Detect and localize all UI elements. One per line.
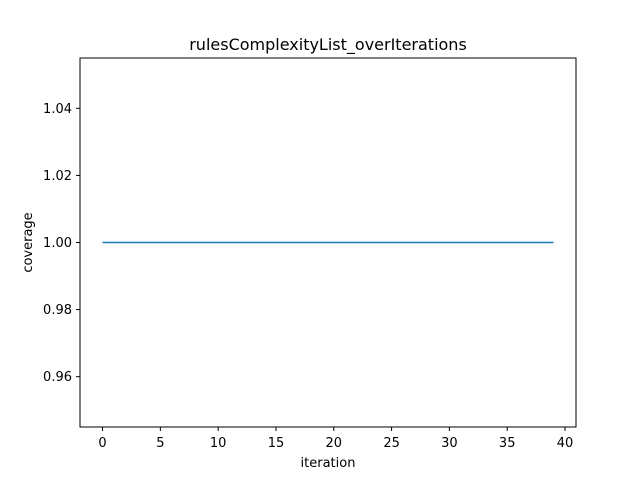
y-axis-label: coverage: [21, 212, 36, 272]
x-tick-label: 25: [383, 436, 400, 451]
x-tick-label: 20: [326, 436, 343, 451]
chart-title: rulesComplexityList_overIterations: [189, 35, 467, 55]
y-tick-label: 1.04: [43, 102, 72, 117]
y-tick-label: 1.02: [43, 169, 72, 184]
x-tick-label: 30: [441, 436, 458, 451]
y-tick-label: 0.98: [43, 303, 72, 318]
x-tick-label: 35: [499, 436, 516, 451]
x-tick-label: 10: [210, 436, 227, 451]
x-tick-label: 0: [98, 436, 106, 451]
x-axis: 0 5 10 15 20 25 30 35 40: [98, 427, 573, 451]
x-tick-label: 5: [156, 436, 164, 451]
y-tick-label: 0.96: [43, 370, 72, 385]
x-tick-label: 15: [268, 436, 285, 451]
y-tick-label: 1.00: [43, 236, 72, 251]
x-axis-label: iteration: [301, 456, 356, 471]
y-axis: 0.96 0.98 1.00 1.02 1.04: [43, 102, 80, 385]
x-tick-label: 40: [557, 436, 574, 451]
